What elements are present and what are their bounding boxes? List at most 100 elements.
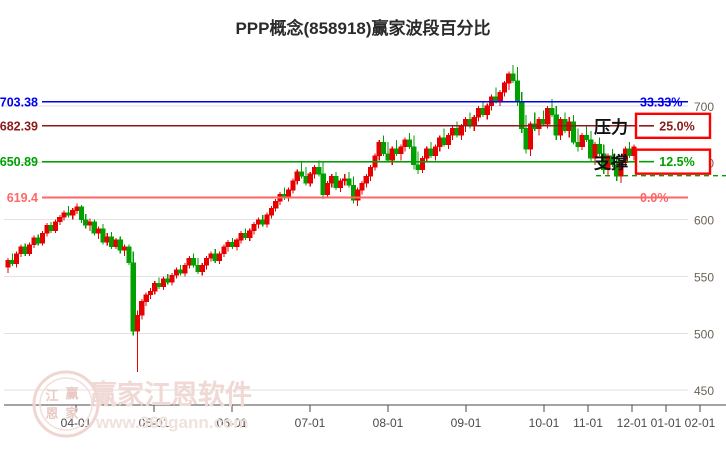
level-value-label: 650.89 [0,155,38,169]
candle [545,107,551,125]
candle [627,148,633,157]
level-value-label: 682.39 [0,119,38,133]
candle [139,301,145,316]
candle [311,166,318,175]
candle [588,139,594,159]
candle [558,119,564,136]
candle [160,278,167,287]
candle [191,257,197,266]
candle [402,139,408,148]
candle [609,155,616,166]
level-value-label: 703.38 [0,95,38,109]
candle [109,236,115,248]
resistance-annotation: 压力 [594,117,628,138]
candle [203,257,210,266]
candle [294,171,300,182]
candle [152,282,158,292]
page-title: PPP概念(858918)赢家波段百分比 [235,19,491,38]
candle [208,253,214,259]
candle [251,223,257,232]
x-axis-tick-label: 04-01 [61,416,92,430]
candle [527,123,533,150]
candle [70,210,76,216]
candle [182,264,188,274]
candle [134,314,141,332]
candle [445,135,451,145]
percent-label: 12.5% [659,155,694,169]
candle [260,219,266,225]
candle [389,148,395,161]
candle [18,246,24,254]
candle [363,176,369,184]
candle [540,119,546,125]
candle [368,166,374,177]
x-axis-tick-label: 08-01 [373,416,404,430]
candle [130,262,136,332]
candle [333,176,339,188]
candle [273,201,279,209]
percent-box [634,148,712,175]
candle [255,219,262,225]
candle [96,228,102,234]
candle [514,80,521,102]
candle [61,212,67,218]
seal-glyph: 江 [45,388,58,404]
candle [26,244,33,254]
candle [126,246,132,264]
candle [316,166,322,175]
candle [169,275,175,283]
percent-label: 25.0% [659,119,694,133]
candle [519,100,525,129]
candle [156,282,162,287]
candle [35,237,41,244]
candle [454,128,460,136]
seal-glyph: 赢 [65,386,78,402]
x-axis-tick-label: 09-01 [451,416,482,430]
candle [432,146,439,157]
candle [57,216,63,223]
candle [385,153,391,161]
candle [225,242,231,248]
x-axis-tick-label: 07-01 [295,416,326,430]
candle [618,162,624,177]
candle [44,224,50,234]
support-annotation: 支撑 [594,153,628,174]
candle [216,253,223,261]
candle [523,128,529,150]
candle [238,232,244,241]
candle [14,253,20,265]
x-axis-tick-label: 11-01 [573,416,603,430]
candle [199,264,205,273]
candle [480,107,486,116]
candle [264,214,270,225]
candle [290,180,296,191]
candle [100,228,106,243]
candle [74,206,80,211]
candle [83,219,89,226]
candle [320,173,326,195]
candle [113,239,119,248]
percent-label: 0.0% [640,191,669,205]
candle [229,242,236,248]
candle [268,207,274,216]
candle [31,237,37,245]
candle [450,128,456,136]
seal-glyph: 恩 [45,407,58,422]
x-axis-tick-label: 12-01 [617,416,648,430]
candle [186,257,192,266]
candle [22,246,28,254]
candle [307,173,313,184]
candle [424,148,430,159]
x-axis-tick-label: 06-01 [217,416,248,430]
candle [87,221,93,226]
candle [570,121,577,143]
candle [411,146,417,166]
candle [575,141,581,148]
candle [428,148,434,157]
candle [501,82,508,93]
candle [415,164,421,170]
candle [398,146,404,154]
candle [324,182,331,195]
candle [393,148,400,154]
